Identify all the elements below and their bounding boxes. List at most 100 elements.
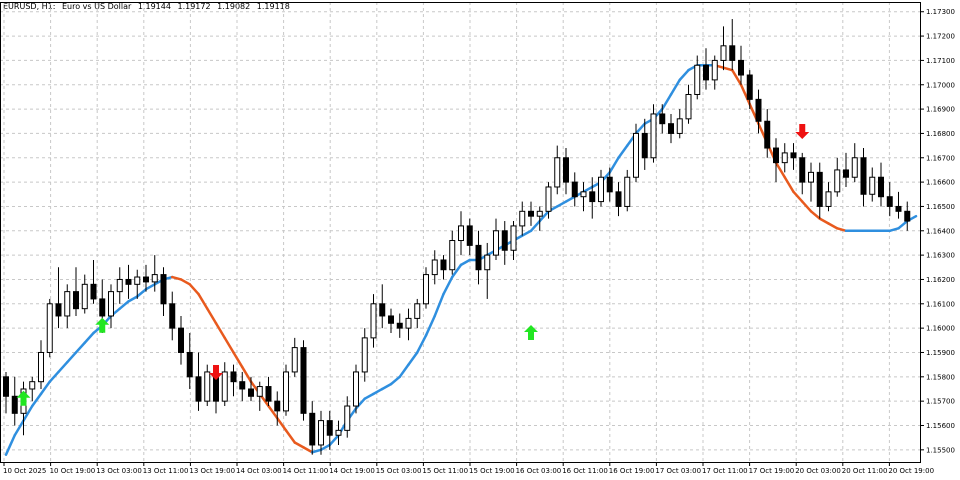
candle-body-bull [116, 278, 123, 293]
candle [440, 255, 447, 280]
candle [108, 284, 114, 329]
trend-segment-up [608, 156, 620, 174]
candle-body-bear [239, 381, 246, 390]
y-tick-label: 1.15700 [926, 398, 955, 406]
symbol-label: EURUSD, H1: [3, 2, 56, 11]
trend-segment-down [267, 404, 279, 420]
candle-body-bull [38, 351, 44, 383]
y-tick-label: 1.16800 [926, 130, 955, 138]
candle-body-bull [493, 230, 499, 256]
trend-segment-down [284, 429, 296, 444]
y-tick-label: 1.16400 [926, 227, 955, 235]
candle-body-bull [711, 59, 718, 81]
trend-segment-up [39, 380, 51, 396]
candle [746, 70, 753, 110]
trend-segment-down [171, 275, 183, 281]
candle-body-bull [134, 276, 141, 285]
candle [291, 337, 298, 377]
candle [650, 104, 657, 163]
candle-body-bear [195, 376, 202, 402]
trend-line [4, 64, 918, 456]
candle-body-bear [3, 376, 9, 397]
candle [143, 264, 149, 292]
trend-segment-up [48, 370, 60, 383]
trend-segment-down [722, 66, 734, 72]
candle [493, 218, 499, 260]
candle [816, 162, 823, 219]
candle-body-bear [501, 230, 508, 251]
trend-segment-up [897, 219, 909, 230]
trend-segment-up [127, 295, 139, 303]
candle-body-bull [545, 186, 552, 212]
candle [685, 84, 692, 124]
candle-body-bear [379, 303, 386, 317]
candle-body-bear [615, 191, 622, 207]
candle-body-bull [256, 386, 263, 397]
candle-body-bear [248, 388, 254, 397]
candle [598, 169, 604, 207]
candle-body-bear [230, 371, 237, 383]
candle-body-bull [685, 93, 692, 120]
candle-body-bull [221, 371, 228, 402]
trend-segment-up [661, 93, 673, 111]
trend-segment-down [739, 83, 751, 106]
open-price: 1.19144 [137, 2, 171, 11]
signal-arrows [16, 123, 810, 406]
candle-body-bear [326, 420, 333, 436]
candle-body-bull [869, 176, 876, 195]
candle-body-bull [694, 64, 701, 95]
trend-segment-up [4, 433, 16, 456]
candle-body-bull [204, 371, 211, 402]
candle [781, 143, 788, 173]
candle [361, 328, 368, 382]
candle [755, 89, 762, 134]
candle-body-bear [11, 395, 18, 414]
candle [230, 364, 237, 397]
candle-body-bull [414, 303, 421, 319]
x-tick-label: 17 Oct 03:00 [655, 467, 701, 475]
candle [860, 148, 867, 207]
candle [484, 242, 491, 299]
candle [589, 177, 596, 219]
candle-body-bull [370, 303, 377, 339]
candle [773, 138, 779, 183]
candle [563, 148, 569, 195]
candle-body-bull [624, 176, 631, 207]
candle-body-bear [125, 278, 132, 285]
sell-arrow-icon [795, 123, 810, 139]
candle-body-bear [606, 176, 613, 193]
candle [606, 167, 613, 202]
y-tick-label: 1.16100 [926, 300, 955, 308]
x-tick-label: 16 Oct 19:00 [609, 467, 655, 475]
candle [318, 410, 324, 455]
y-tick-label: 1.16600 [926, 179, 955, 187]
trend-segment-up [669, 78, 681, 96]
candle [825, 182, 832, 212]
candle-body-bear [895, 205, 902, 212]
candle-body-bear [563, 157, 569, 183]
trend-segment-down [818, 217, 830, 225]
candle-body-bull [598, 176, 604, 203]
candle [711, 55, 718, 90]
candle-body-bear [265, 386, 272, 402]
trend-segment-up [529, 219, 541, 233]
trend-segment-up [311, 448, 323, 454]
candle [11, 376, 18, 426]
trend-segment-up [13, 419, 25, 437]
candle [90, 259, 97, 304]
candle-body-bull [291, 347, 298, 373]
buy-arrow-icon [95, 317, 110, 333]
candle [869, 167, 876, 202]
candle-body-bear [764, 120, 771, 149]
trend-segment-up [451, 263, 463, 279]
trend-segment-up [389, 375, 401, 386]
candle [423, 267, 429, 309]
candle-body-bear [790, 152, 797, 159]
candle-body-bull [353, 371, 359, 407]
y-tick-label: 1.16200 [926, 276, 955, 284]
candle-body-bear [904, 210, 911, 222]
candle-body-bear [55, 303, 62, 317]
x-tick-label: 15 Oct 03:00 [376, 467, 422, 475]
candle [414, 298, 421, 329]
